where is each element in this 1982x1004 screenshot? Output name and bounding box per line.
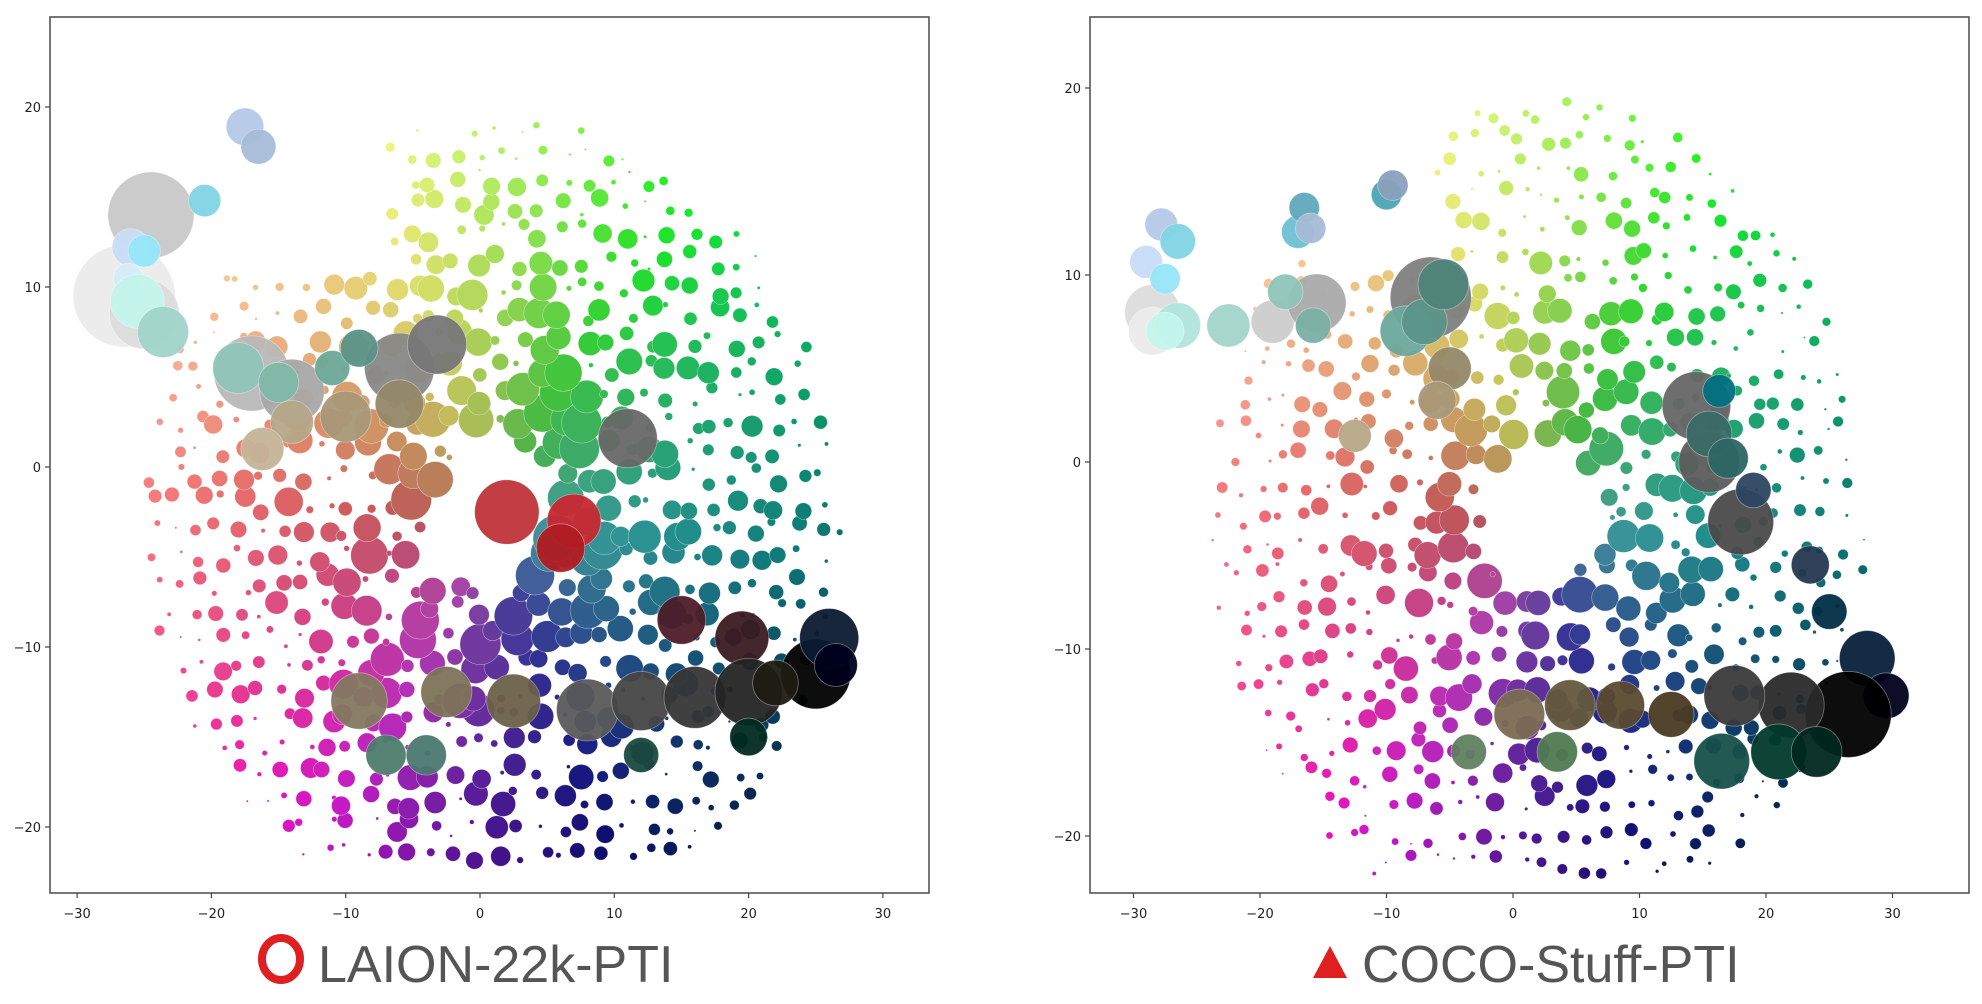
y-tick-label: 0: [1073, 456, 1081, 471]
laion-scatter-plot: −30 −20 −10 0 10 20 30 −20 −10 0 10 20: [14, 16, 930, 922]
red-triangle-icon: [1310, 935, 1350, 995]
x-tick-label: 0: [1509, 907, 1517, 922]
x-tick-label: −20: [1246, 907, 1273, 922]
y-tick-label: −10: [14, 641, 41, 656]
x-tick-label: −20: [198, 907, 225, 922]
y-tick-label: −20: [14, 821, 41, 836]
y-tick-label: 20: [1064, 82, 1081, 97]
coco-scatter-plot: −30 −20 −10 0 10 20 30 −20 −10 0 10 20: [1054, 16, 1970, 922]
axes-frame: [1089, 16, 1970, 894]
red-ring-icon: [256, 933, 306, 997]
axes-frame: [49, 16, 930, 894]
x-tick-label: 30: [1884, 907, 1901, 922]
x-tick-label: 0: [476, 907, 484, 922]
bubbles: [72, 107, 860, 870]
x-tick-label: −30: [1120, 907, 1147, 922]
y-tick-label: −20: [1054, 830, 1081, 845]
left-panel: −30 −20 −10 0 10 20 30 −20 −10 0 10 20: [0, 0, 990, 930]
x-tick-label: −10: [332, 907, 359, 922]
y-tick-label: 10: [24, 281, 41, 296]
y-tick-label: −10: [1054, 643, 1081, 658]
x-tick-label: 30: [875, 907, 892, 922]
y-tick-label: 10: [1064, 269, 1081, 284]
x-tick-label: 10: [606, 907, 623, 922]
x-tick-label: 20: [740, 907, 757, 922]
x-tick-label: 20: [1758, 907, 1775, 922]
coco-caption: COCO-Stuff-PTI: [1310, 930, 1740, 1000]
y-tick-label: 0: [33, 461, 41, 476]
y-tick-label: 20: [24, 101, 41, 116]
x-tick-label: 10: [1631, 907, 1648, 922]
x-tick-label: −10: [1373, 907, 1400, 922]
x-tick-label: −30: [63, 907, 90, 922]
laion-caption: LAION-22k-PTI: [256, 930, 673, 1000]
laion-caption-text: LAION-22k-PTI: [318, 936, 674, 994]
right-panel: −30 −20 −10 0 10 20 30 −20 −10 0 10 20: [990, 0, 1982, 930]
bubbles: [1124, 96, 1910, 880]
coco-caption-text: COCO-Stuff-PTI: [1362, 936, 1740, 994]
